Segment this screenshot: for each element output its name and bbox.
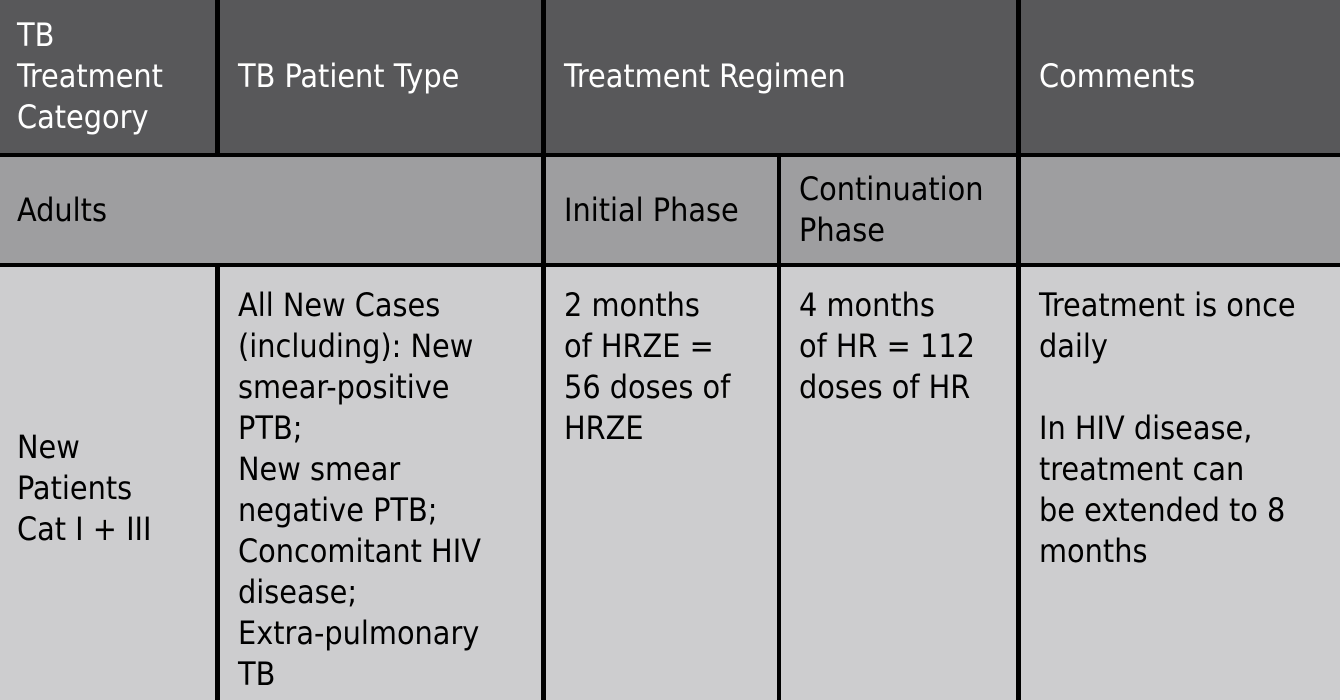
header-regimen-cell: Treatment Regimen	[546, 0, 1016, 153]
subheader-continuation-phase: Continuation Phase	[799, 169, 984, 251]
header-comments-cell: Comments	[1021, 0, 1340, 153]
row-initial-phase-text: 2 months of HRZE = 56 doses of HRZE	[564, 285, 777, 449]
row-continuation-phase-line: of HR = 112	[799, 327, 975, 365]
row-patient-type-line: TB	[238, 655, 276, 693]
row-continuation-phase-line: doses of HR	[799, 368, 971, 406]
row-comments-text: Treatment is once daily In HIV disease, …	[1039, 285, 1340, 572]
row-category-line: Patients	[17, 469, 133, 507]
row-comments-spacer	[1039, 367, 1340, 408]
header-category-cell: TB Treatment Category	[0, 0, 215, 153]
row-comments-line: months	[1039, 532, 1148, 570]
row-patient-type-text: All New Cases (including): New smear-pos…	[238, 285, 541, 695]
row-comments-line: be extended to 8	[1039, 491, 1286, 529]
subheader-comments-cell	[1021, 157, 1340, 263]
header-comments: Comments	[1039, 57, 1196, 95]
row-patient-type-line: All New Cases	[238, 286, 441, 324]
header-patient-type: TB Patient Type	[238, 57, 460, 95]
header-category-line: Treatment	[17, 57, 163, 95]
header-category-line: Category	[17, 98, 149, 136]
header-category-text: TB Treatment Category	[17, 15, 163, 138]
header-regimen: Treatment Regimen	[564, 57, 846, 95]
header-category-line: TB	[17, 16, 55, 54]
subheader-continuation-phase-cell: Continuation Phase	[781, 157, 1016, 263]
subheader-continuation-line: Phase	[799, 211, 885, 249]
row-initial-phase-line: 2 months	[564, 286, 700, 324]
row-patient-type-line: Extra-pulmonary	[238, 614, 480, 652]
row-patient-type-line: (including): New	[238, 327, 474, 365]
row-continuation-phase-line: 4 months	[799, 286, 935, 324]
row-initial-phase-cell: 2 months of HRZE = 56 doses of HRZE	[546, 267, 777, 700]
row-category-line: Cat I + III	[17, 510, 152, 548]
subheader-continuation-line: Continuation	[799, 170, 984, 208]
row-initial-phase-line: of HRZE =	[564, 327, 714, 365]
row-category-line: New	[17, 428, 80, 466]
subheader-initial-phase: Initial Phase	[564, 190, 739, 229]
row-comments-line: treatment can	[1039, 450, 1245, 488]
row-comments-line: In HIV disease,	[1039, 409, 1253, 447]
row-comments-cell: Treatment is once daily In HIV disease, …	[1021, 267, 1340, 700]
row-category-cell: New Patients Cat I + III	[0, 267, 215, 700]
subheader-adults: Adults	[17, 190, 107, 229]
row-patient-type-line: smear-positive	[238, 368, 450, 406]
header-patient-type-cell: TB Patient Type	[220, 0, 541, 153]
row-comments-line: daily	[1039, 327, 1108, 365]
subheader-initial-phase-cell: Initial Phase	[546, 157, 777, 263]
row-comments-line: Treatment is once	[1039, 286, 1296, 324]
row-patient-type-line: PTB;	[238, 409, 303, 447]
row-patient-type-line: New smear	[238, 450, 401, 488]
row-continuation-phase-text: 4 months of HR = 112 doses of HR	[799, 285, 1016, 408]
row-patient-type-line: Concomitant HIV	[238, 532, 481, 570]
subheader-adults-cell: Adults	[0, 157, 541, 263]
row-initial-phase-line: HRZE	[564, 409, 644, 447]
row-category-text: New Patients Cat I + III	[17, 427, 152, 550]
row-initial-phase-line: 56 doses of	[564, 368, 731, 406]
row-patient-type-cell: All New Cases (including): New smear-pos…	[220, 267, 541, 700]
row-continuation-phase-cell: 4 months of HR = 112 doses of HR	[781, 267, 1016, 700]
row-patient-type-line: disease;	[238, 573, 358, 611]
row-patient-type-line: negative PTB;	[238, 491, 438, 529]
